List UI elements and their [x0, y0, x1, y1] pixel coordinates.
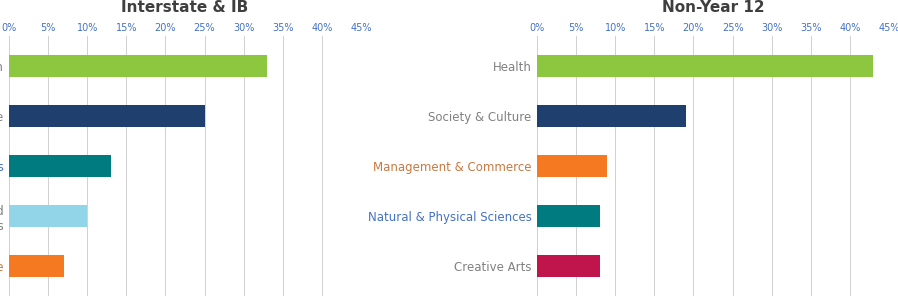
Bar [9, 155, 110, 177]
Bar [537, 55, 874, 77]
Title: Non-Year 12: Non-Year 12 [662, 0, 764, 15]
Bar [537, 105, 686, 127]
Bar [537, 205, 600, 227]
Bar [9, 205, 87, 227]
Title: Interstate & IB: Interstate & IB [121, 0, 249, 15]
Bar [9, 255, 64, 277]
Bar [537, 255, 600, 277]
Bar [9, 55, 267, 77]
Bar [537, 155, 607, 177]
Bar [9, 105, 205, 127]
